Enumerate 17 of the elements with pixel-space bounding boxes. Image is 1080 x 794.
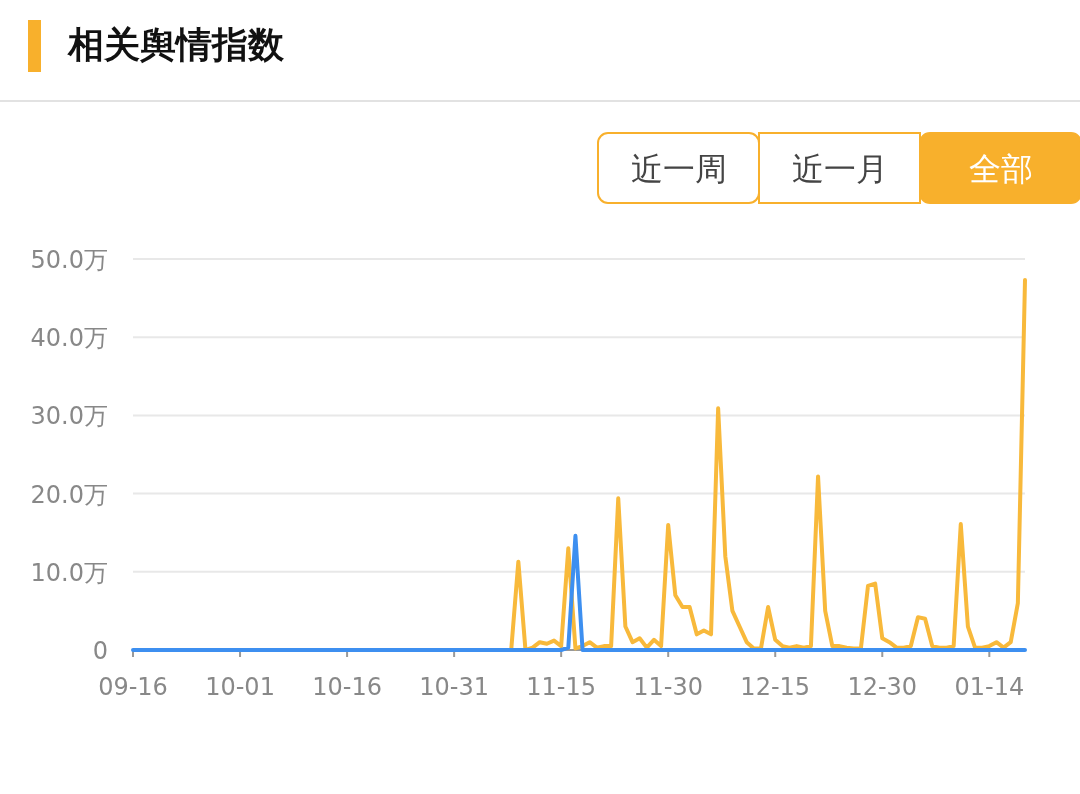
x-tick-label: 11-30	[633, 673, 704, 701]
x-tick-label: 10-01	[205, 673, 275, 701]
y-tick-label: 30.0万	[30, 402, 108, 431]
x-tick-label: 09-16	[98, 673, 168, 701]
x-tick-label: 11-15	[526, 673, 597, 701]
range-buttons: 近一周 近一月 全部	[597, 132, 1080, 204]
x-tick-label: 01-14	[954, 673, 1025, 701]
x-tick-label: 10-31	[419, 673, 489, 701]
chart-title: 相关舆情指数	[67, 24, 285, 65]
y-tick-label: 0	[92, 637, 108, 665]
y-tick-label: 50.0万	[30, 246, 108, 274]
y-tick-label: 40.0万	[30, 324, 108, 353]
x-tick-label: 12-15	[740, 673, 811, 701]
y-tick-label: 10.0万	[30, 558, 108, 587]
x-tick-label: 10-16	[312, 673, 382, 701]
x-tick-label: 12-30	[847, 673, 918, 701]
y-tick-label: 20.0万	[30, 480, 108, 509]
